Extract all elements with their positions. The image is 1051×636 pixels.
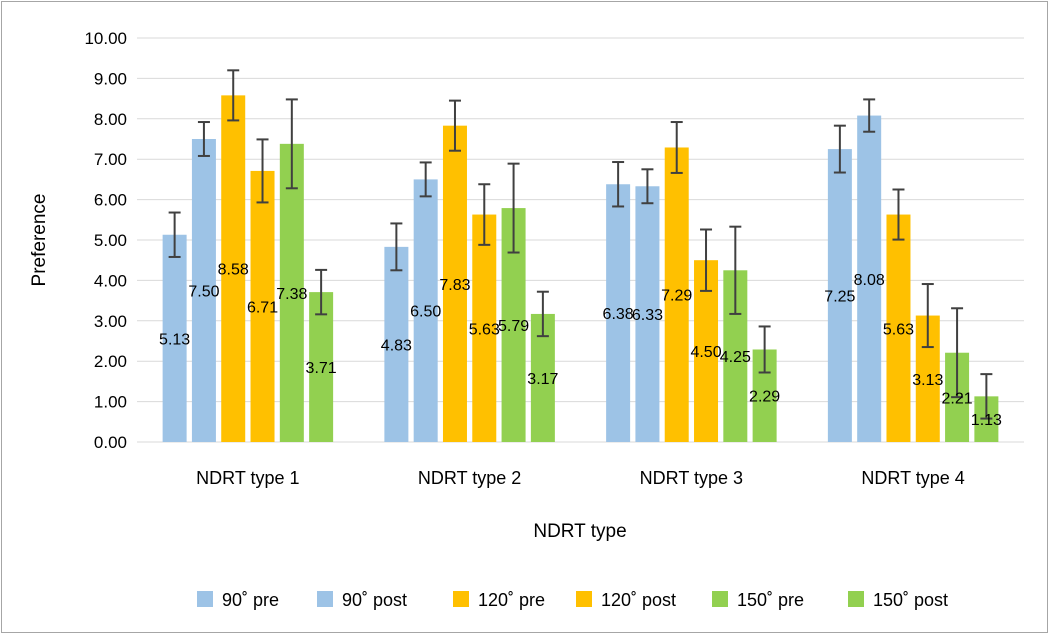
data-label: 3.17 bbox=[527, 371, 558, 388]
data-labels: 5.13 7.50 8.58 6.717.38 3.71 4.83 6.50 7.83 5.63… bbox=[159, 262, 1002, 429]
bar bbox=[664, 147, 689, 442]
x-axis-title: NDRT type bbox=[533, 521, 626, 542]
bar bbox=[191, 139, 216, 442]
data-label: 8.08 bbox=[854, 272, 885, 289]
bar bbox=[827, 149, 852, 442]
legend-label: 90˚ post bbox=[342, 590, 407, 610]
y-tick-label: 4.00 bbox=[94, 271, 127, 290]
data-label: 3.13 bbox=[912, 372, 943, 389]
data-label: 7.50 bbox=[188, 284, 219, 301]
y-axis-ticks: 0.00 1.00 2.00 3.00 4.00 5.00 6.00 7.00 8.00 9.00… bbox=[84, 29, 127, 452]
legend-label: 90˚ pre bbox=[222, 590, 279, 610]
y-tick-label: 3.00 bbox=[94, 312, 127, 331]
data-label: 5.63 bbox=[469, 321, 500, 338]
data-label: 7.25 bbox=[824, 289, 855, 306]
data-label: 4.83 bbox=[381, 337, 412, 354]
bar bbox=[472, 214, 497, 442]
bar bbox=[606, 184, 631, 443]
x-category-label: NDRT type 4 bbox=[861, 468, 964, 488]
bar bbox=[309, 292, 334, 442]
legend-label: 120˚ pre bbox=[478, 590, 545, 610]
y-tick-label: 7.00 bbox=[94, 150, 127, 169]
data-label: 7.29 bbox=[661, 288, 692, 305]
x-category-label: NDRT type 3 bbox=[640, 468, 743, 488]
bar bbox=[442, 125, 467, 442]
legend-swatch bbox=[453, 591, 469, 607]
legend-swatch bbox=[576, 591, 592, 607]
y-tick-label: 5.00 bbox=[94, 231, 127, 250]
bar bbox=[384, 246, 409, 442]
data-label: 8.58 bbox=[218, 262, 249, 279]
y-tick-label: 0.00 bbox=[94, 433, 127, 452]
x-category-label: NDRT type 2 bbox=[418, 468, 521, 488]
bar bbox=[162, 234, 187, 442]
legend-swatch bbox=[848, 591, 864, 607]
legend-swatch bbox=[317, 591, 333, 607]
data-label: 7.83 bbox=[439, 277, 470, 294]
bar bbox=[635, 186, 660, 442]
y-tick-label: 8.00 bbox=[94, 110, 127, 129]
y-tick-label: 9.00 bbox=[94, 69, 127, 88]
data-label: 5.79 bbox=[498, 318, 529, 335]
bar bbox=[279, 143, 304, 442]
x-axis-categories: NDRT type 1 NDRT type 2 NDRT type 3 NDRT ty… bbox=[196, 468, 965, 488]
data-label: 6.33 bbox=[632, 307, 663, 324]
legend-swatch bbox=[197, 591, 213, 607]
bar bbox=[413, 179, 438, 442]
bar bbox=[221, 95, 246, 443]
bar bbox=[857, 115, 882, 443]
data-label: 5.63 bbox=[883, 321, 914, 338]
legend: 90˚ pre 90˚ post 120˚ pre 120˚ post 150˚ pre… bbox=[197, 590, 948, 610]
y-tick-label: 10.00 bbox=[84, 29, 127, 48]
data-label: 6.50 bbox=[410, 304, 441, 321]
data-label: 4.50 bbox=[690, 344, 721, 361]
data-label: 1.13 bbox=[971, 412, 1002, 429]
bars bbox=[162, 95, 999, 443]
y-axis-title: Preference bbox=[29, 194, 50, 287]
data-label: 2.29 bbox=[749, 389, 780, 406]
bar bbox=[250, 170, 275, 442]
legend-label: 150˚ post bbox=[873, 590, 948, 610]
data-label: 3.71 bbox=[306, 360, 337, 377]
legend-label: 120˚ post bbox=[601, 590, 676, 610]
y-tick-label: 2.00 bbox=[94, 352, 127, 371]
data-label: 4.25 bbox=[720, 349, 751, 366]
bar bbox=[886, 214, 911, 442]
error-bars bbox=[168, 69, 993, 420]
data-label: 5.13 bbox=[159, 331, 190, 348]
legend-swatch bbox=[712, 591, 728, 607]
data-label: 2.21 bbox=[942, 390, 973, 407]
data-label: 6.38 bbox=[603, 306, 634, 323]
legend-label: 150˚ pre bbox=[737, 590, 804, 610]
data-label: 7.38 bbox=[276, 286, 307, 303]
y-tick-label: 6.00 bbox=[94, 191, 127, 210]
x-category-label: NDRT type 1 bbox=[196, 468, 299, 488]
y-tick-label: 1.00 bbox=[94, 393, 127, 412]
data-label: 6.71 bbox=[247, 299, 278, 316]
